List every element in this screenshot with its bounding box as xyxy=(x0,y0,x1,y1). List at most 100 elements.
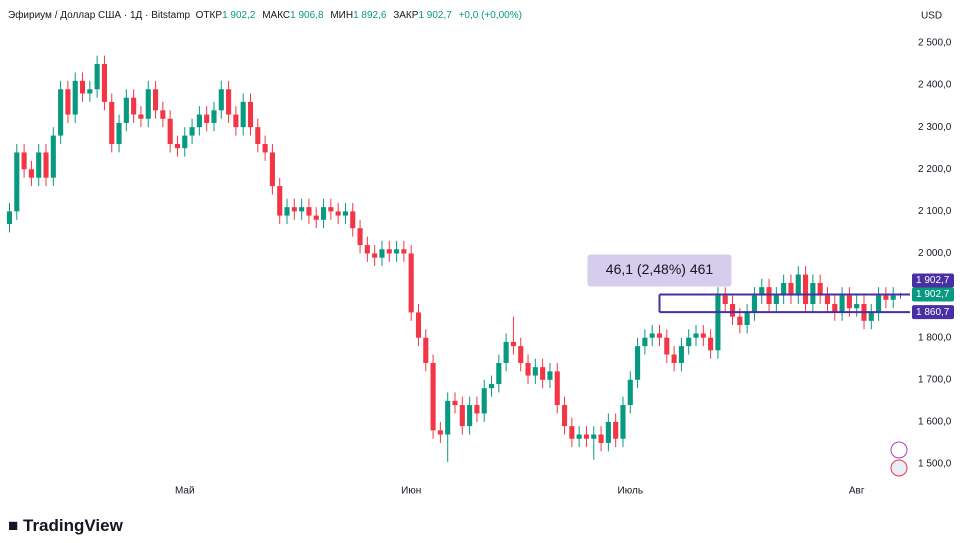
candle-body xyxy=(79,80,86,94)
x-tick-label: Май xyxy=(175,486,195,497)
candle-body xyxy=(167,118,173,144)
candle-body xyxy=(488,384,495,389)
candle-body xyxy=(547,371,553,380)
candle-body xyxy=(437,430,443,435)
candle-body xyxy=(145,89,151,119)
candle-body xyxy=(656,333,663,338)
candle-body xyxy=(576,434,582,439)
y-tick-label: 2 200,0 xyxy=(918,164,952,175)
candle-body xyxy=(613,421,619,439)
y-tick-label: 1 500,0 xyxy=(918,459,952,470)
candle-body xyxy=(635,346,641,380)
candle-body xyxy=(160,110,166,119)
candle-body xyxy=(773,295,779,304)
candle-body xyxy=(87,89,93,94)
candle-body xyxy=(540,367,546,380)
candle-body xyxy=(14,152,20,212)
candle-body xyxy=(58,89,64,136)
x-tick-label: Июль xyxy=(618,486,644,497)
candle-body xyxy=(751,295,757,313)
low-value: 1 892,6 xyxy=(353,10,387,21)
candle-body xyxy=(72,80,78,115)
candle-body xyxy=(138,114,144,119)
candle-body xyxy=(737,316,743,326)
candle-body xyxy=(664,337,670,355)
candle-body xyxy=(671,354,677,363)
candle-body xyxy=(868,312,874,321)
candle-body xyxy=(678,346,684,363)
candle-body xyxy=(839,295,845,313)
event-icon xyxy=(890,441,908,459)
flag-icon xyxy=(890,459,908,477)
candle-body xyxy=(379,249,385,258)
candle-body xyxy=(50,135,56,178)
y-tick-label: 2 300,0 xyxy=(918,122,952,133)
candle-body xyxy=(700,333,706,338)
candle-body xyxy=(211,110,217,123)
y-tick-label: 2 000,0 xyxy=(918,248,952,259)
candle-body xyxy=(408,253,414,313)
candle-body xyxy=(591,434,597,439)
candle-body xyxy=(182,135,188,149)
candle-body xyxy=(854,304,860,309)
close-label: ЗАКР xyxy=(393,10,419,21)
candle-body xyxy=(401,249,407,254)
candle-body xyxy=(445,400,451,435)
candle-body xyxy=(131,97,137,115)
candle-body xyxy=(372,253,378,258)
candle-body xyxy=(174,144,181,149)
candle-body xyxy=(832,304,838,313)
candle-body xyxy=(36,152,42,178)
candle-body xyxy=(795,274,801,296)
candle-body xyxy=(824,295,831,304)
candle-body xyxy=(43,152,49,178)
candle-body xyxy=(342,211,349,216)
candle-body xyxy=(532,367,538,376)
candle-body xyxy=(357,228,363,246)
candle-body xyxy=(766,287,772,304)
candle-body xyxy=(218,89,224,111)
candle-body xyxy=(247,101,254,128)
candle-body xyxy=(6,211,13,224)
candle-body xyxy=(94,64,100,90)
candle-body xyxy=(525,362,531,376)
last-price-box xyxy=(912,287,954,302)
candle-body xyxy=(109,101,115,144)
candle-body xyxy=(415,312,422,338)
candle-body xyxy=(394,249,400,254)
candle-body xyxy=(350,211,356,229)
candle-body xyxy=(430,362,436,431)
measure-label-box xyxy=(587,254,732,287)
change: +0,0 (+0,00%) xyxy=(458,10,522,21)
candle-body xyxy=(890,295,896,300)
measure-label: 46,1 (2,48%) 461 xyxy=(606,261,714,277)
candle-body xyxy=(693,333,699,338)
y-tick-label: 2 400,0 xyxy=(918,80,952,91)
candle-body xyxy=(467,405,473,427)
brand-logo: ■ TradingView xyxy=(8,516,123,535)
y-tick-label: 1 700,0 xyxy=(918,374,952,385)
candle-body xyxy=(284,207,290,216)
candle-body xyxy=(386,249,392,254)
candle-body xyxy=(320,207,327,220)
candle-body xyxy=(255,127,261,144)
y-tick-label: 2 500,0 xyxy=(918,38,952,49)
candle-body xyxy=(518,346,524,363)
symbol: Эфириум / Доллар США · 1Д · Bitstamp xyxy=(8,10,191,21)
candle-body xyxy=(686,337,692,347)
currency: USD xyxy=(921,11,942,22)
candle-body xyxy=(262,144,268,153)
high-value: 1 906,8 xyxy=(290,10,324,21)
candle-body xyxy=(729,304,736,317)
candle-body xyxy=(28,169,34,178)
candle-body xyxy=(452,400,458,406)
candle-body xyxy=(883,295,889,300)
price-tag-box xyxy=(912,305,954,320)
candle-body xyxy=(605,421,611,443)
open-value: 1 902,2 xyxy=(222,10,256,21)
candle-body xyxy=(554,371,560,406)
candle-body xyxy=(277,186,283,216)
candle-body xyxy=(759,287,765,296)
